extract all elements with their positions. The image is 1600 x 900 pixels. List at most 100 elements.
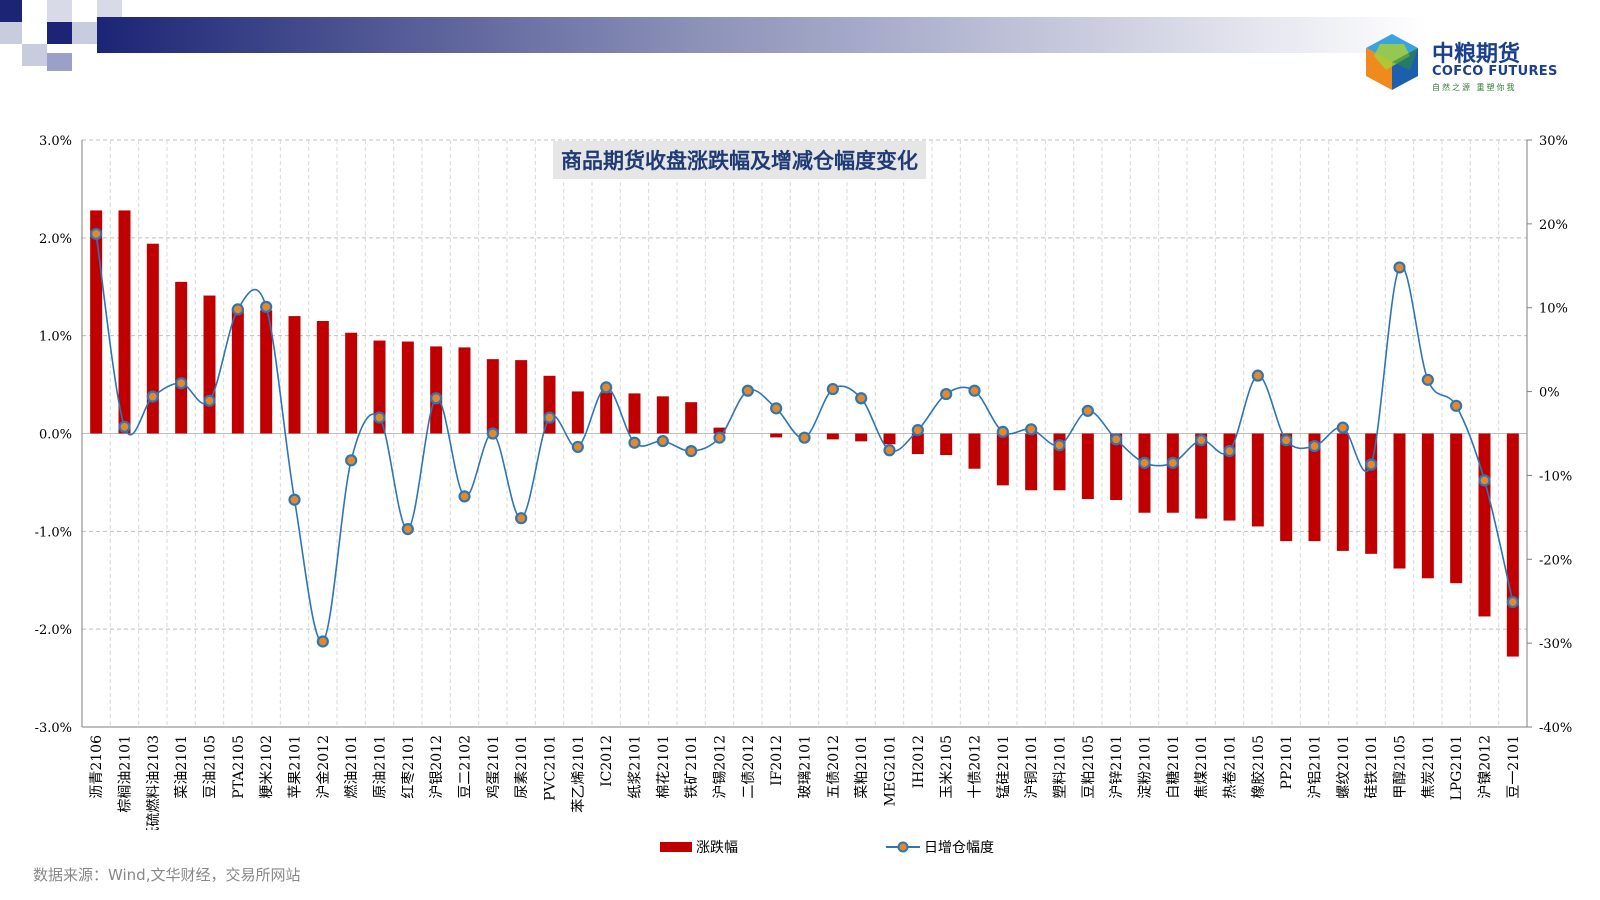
- bar: [458, 347, 471, 434]
- x-tick-label: 沪铜2101: [1024, 735, 1040, 799]
- bar: [1025, 433, 1038, 491]
- x-tick-label: 棕榈油2101: [118, 735, 134, 813]
- line-point: [401, 522, 414, 536]
- x-tick-label: 白糖2101: [1166, 735, 1182, 799]
- y-left-tick-label: 0.0%: [39, 428, 72, 443]
- line-point: [571, 440, 584, 454]
- legend-bar-swatch: [660, 842, 692, 852]
- x-tick-label: 焦煤2101: [1194, 735, 1210, 799]
- x-tick-label: 螺纹2101: [1336, 735, 1352, 799]
- bar: [486, 359, 499, 434]
- line-point: [741, 384, 754, 397]
- x-tick-label: 苯乙烯2101: [570, 735, 587, 813]
- x-tick-label: 鸡蛋2101: [485, 735, 502, 799]
- bar: [600, 392, 613, 434]
- bar: [345, 332, 358, 434]
- bar: [118, 210, 131, 434]
- x-tick-label: 苹果2101: [288, 735, 304, 799]
- x-tick-label: 红枣2101: [401, 735, 417, 799]
- bar: [656, 396, 669, 434]
- brand-slogan: 自然之源 重塑你我: [1432, 83, 1517, 92]
- bar: [231, 308, 244, 434]
- bar: [175, 281, 188, 434]
- bar: [685, 402, 698, 434]
- y-right-tick-label: 30%: [1539, 134, 1568, 149]
- x-tick-label: 菜粕2101: [854, 735, 870, 799]
- line-point: [1195, 434, 1208, 447]
- y-left-tick-label: -3.0%: [35, 721, 72, 736]
- x-tick-label: 纸浆2101: [628, 735, 644, 799]
- line-point: [1251, 369, 1264, 382]
- bar: [855, 433, 868, 442]
- line-point: [1025, 423, 1038, 436]
- line-point: [996, 425, 1009, 438]
- brand-english: COFCO FUTURES: [1432, 64, 1558, 79]
- line-point: [175, 377, 188, 390]
- y-right-tick-label: 20%: [1539, 218, 1568, 233]
- line-point: [260, 300, 273, 313]
- line-point: [345, 454, 358, 467]
- bar: [996, 433, 1009, 486]
- data-source: 数据来源：Wind,文华财经，交易所网站: [33, 866, 301, 884]
- x-tick-label: 五债2012: [826, 735, 842, 799]
- x-tick-label: 粳米2102: [259, 735, 275, 799]
- bar: [571, 391, 584, 434]
- y-right-tick-label: 0%: [1539, 386, 1560, 401]
- bar: [1308, 433, 1321, 542]
- x-tick-label: 淀粉2101: [1138, 735, 1154, 799]
- line-point: [883, 444, 896, 457]
- line-point: [316, 635, 329, 648]
- line-point: [1365, 458, 1378, 471]
- x-tick-label: 燃油2101: [343, 735, 360, 799]
- x-tick-label: 橡胶2105: [1250, 735, 1267, 799]
- line-point: [826, 382, 839, 396]
- bar: [430, 346, 443, 434]
- x-tick-label: 二债2012: [741, 735, 757, 799]
- line-point: [1138, 456, 1151, 469]
- line-point: [373, 411, 386, 424]
- bar: [911, 433, 924, 455]
- line-point: [1450, 399, 1463, 412]
- legend-item-line: 日增仓幅度: [886, 838, 994, 856]
- x-tick-label: 十债2012: [968, 735, 984, 799]
- x-tick-label: IF2012: [769, 735, 785, 786]
- line-point: [231, 303, 244, 316]
- line-point: [600, 381, 613, 394]
- bar: [1336, 433, 1349, 551]
- line-point: [1421, 373, 1434, 386]
- line-point: [685, 445, 698, 458]
- bar: [1251, 433, 1264, 527]
- line-point: [940, 387, 953, 401]
- x-tick-label: 沪锡2012: [713, 735, 729, 799]
- x-tick-label: 沥青2106: [89, 735, 105, 799]
- y-left-tick-label: 3.0%: [39, 134, 72, 149]
- line-point: [430, 392, 443, 405]
- y-left-tick-label: 2.0%: [39, 232, 72, 247]
- bar: [770, 433, 783, 438]
- line-point: [1506, 595, 1519, 609]
- bar: [1506, 433, 1519, 657]
- line-point: [458, 490, 471, 503]
- bar: [90, 210, 103, 434]
- line-point: [1336, 421, 1349, 434]
- x-tick-label: 热卷2101: [1223, 735, 1239, 799]
- x-tick-label: 沪镍2012: [1478, 735, 1494, 799]
- line-point: [543, 411, 556, 424]
- x-tick-label: MEG2101: [883, 735, 899, 806]
- brand-title: 中粮期货: [1432, 42, 1521, 67]
- line-point: [203, 394, 216, 407]
- x-tick-label: 甲醇2105: [1392, 735, 1409, 799]
- bar: [940, 433, 953, 456]
- x-tick-label: 豆油2105: [203, 735, 219, 799]
- line-point: [1166, 456, 1179, 469]
- line-point: [656, 434, 669, 448]
- x-tick-label: 原油2101: [373, 735, 389, 799]
- bar: [316, 320, 329, 434]
- line-point: [770, 402, 783, 415]
- x-tick-label: 铁矿2101: [684, 735, 700, 799]
- y-left-tick-label: 1.0%: [39, 330, 72, 345]
- bar: [203, 295, 216, 434]
- bar: [1450, 433, 1463, 584]
- line-point: [855, 392, 868, 405]
- x-tick-label: 沪铝2101: [1308, 735, 1324, 799]
